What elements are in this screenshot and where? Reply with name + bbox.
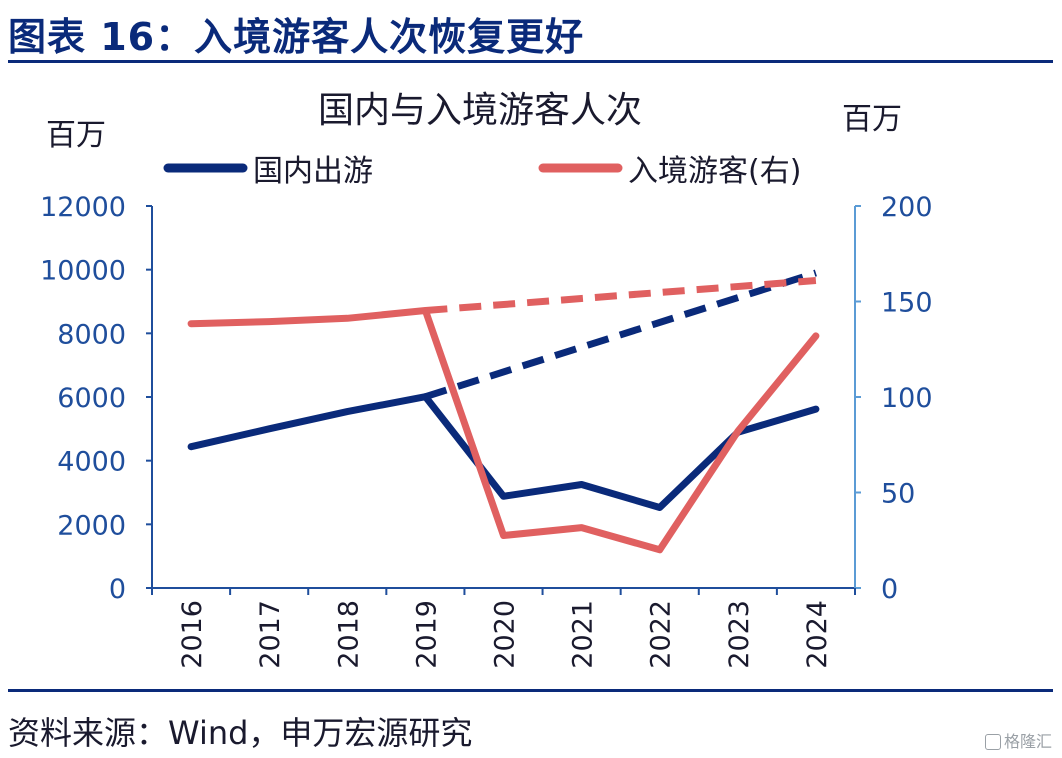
x-tick-label: 2016	[177, 600, 208, 669]
left-tick-label: 6000	[57, 383, 126, 414]
page-title: 图表 16：入境游客人次恢复更好	[8, 15, 585, 59]
watermark: 格隆汇	[984, 728, 1052, 752]
series-layer	[187, 269, 820, 554]
footer-divider	[8, 689, 1053, 692]
title-divider	[8, 60, 1053, 63]
legend-label-inbound: 入境游客(右)	[628, 154, 801, 189]
right-tick-label: 50	[881, 479, 915, 510]
x-tick-label: 2020	[490, 600, 521, 669]
left-tick-label: 12000	[40, 192, 126, 223]
watermark-text: 格隆汇	[1003, 732, 1052, 751]
legend: 国内出游 入境游客(右)	[163, 154, 801, 189]
chart-title: 国内与入境游客人次	[318, 90, 642, 131]
series-line-inbound	[187, 307, 820, 554]
line-chart: 国内与入境游客人次 百万 百万 国内出游 入境游客(右) 02000400060…	[40, 90, 932, 669]
source-note: 资料来源：Wind，申万宏源研究	[8, 714, 473, 752]
legend-label-domestic: 国内出游	[253, 154, 373, 189]
right-tick-label: 0	[881, 574, 898, 605]
right-tick-label: 200	[881, 192, 933, 223]
left-tick-label: 0	[109, 574, 126, 605]
axes: 0 2000 4000 6000 8000 10000 12000 0 50 100 150 200 2…	[40, 192, 932, 669]
watermark-icon	[984, 734, 1001, 750]
series-line-trend-domestic	[424, 269, 817, 401]
x-tick-label: 2017	[255, 600, 286, 669]
x-tick-label: 2024	[802, 600, 833, 669]
left-tick-label: 10000	[40, 256, 126, 287]
right-tick-label: 150	[881, 288, 933, 319]
right-axis-unit: 百万	[842, 102, 902, 137]
x-tick-label: 2019	[411, 600, 442, 669]
left-tick-label: 4000	[57, 447, 126, 478]
x-tick-label: 2022	[646, 600, 677, 669]
x-tick-label: 2021	[568, 600, 599, 669]
right-tick-label: 100	[881, 383, 933, 414]
left-tick-label: 8000	[57, 319, 126, 350]
x-tick-label: 2023	[724, 600, 755, 669]
left-axis-unit: 百万	[46, 118, 106, 153]
series-line-domestic	[187, 393, 820, 511]
x-tick-label: 2018	[333, 600, 364, 669]
series-line-trend-inbound	[425, 277, 817, 314]
left-tick-label: 2000	[57, 510, 126, 541]
